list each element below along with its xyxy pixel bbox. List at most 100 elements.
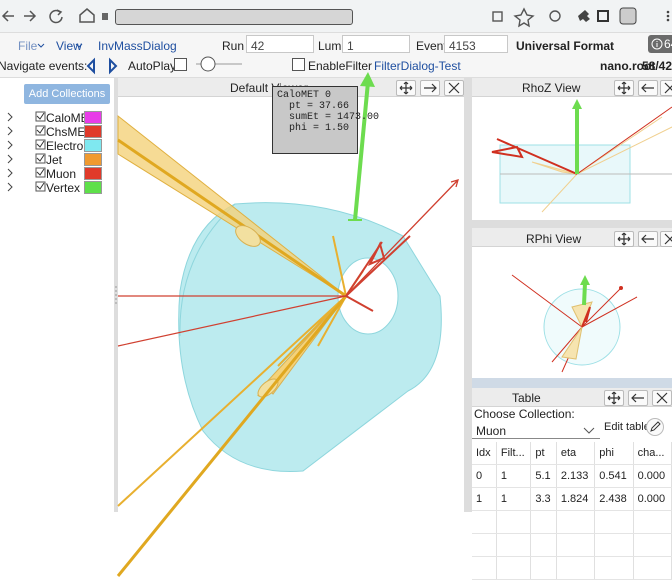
browser-icons (492, 7, 670, 28)
collection-label: CaloMET (46, 111, 97, 125)
shape (86, 57, 95, 75)
empty-cell (472, 533, 497, 557)
header-button[interactable] (660, 231, 672, 247)
add-collections-button[interactable]: Add Collections (24, 84, 110, 104)
event-label: Event (416, 39, 447, 53)
checkbox (35, 167, 46, 178)
collection-row: CaloMET (0, 110, 114, 124)
shape (360, 72, 375, 87)
collection-color[interactable] (84, 167, 102, 180)
expand-arrow (7, 126, 13, 136)
view-menu[interactable]: View (56, 39, 82, 53)
collection-color[interactable] (84, 139, 102, 152)
check (36, 168, 45, 176)
table-cell: 0.541 (594, 464, 634, 488)
collection-row: Jet (0, 152, 114, 166)
header-button[interactable] (660, 80, 672, 96)
shape (531, 116, 672, 213)
shape (200, 56, 216, 72)
splitter[interactable] (472, 220, 672, 228)
checkbox (35, 153, 46, 164)
header-button[interactable] (614, 231, 634, 247)
shape (597, 10, 609, 22)
shape (491, 138, 578, 175)
left-glyph (631, 393, 644, 403)
file-menu[interactable]: File (18, 39, 38, 53)
close-glyph (448, 82, 460, 94)
collection-value: Muon (476, 424, 507, 438)
choose-label: Choose Collection: (474, 407, 575, 421)
table-cell: 2.133 (556, 464, 596, 488)
row-icons (7, 111, 46, 122)
file-name: nano.root (600, 59, 656, 73)
event-input[interactable]: 4153 (444, 35, 508, 53)
expand-arrow (7, 154, 13, 164)
header-button[interactable] (652, 390, 672, 406)
collection-color[interactable] (84, 125, 102, 138)
3d-scene[interactable] (115, 72, 466, 577)
lumi-input[interactable]: 1 (342, 35, 410, 53)
empty-cell (594, 510, 634, 534)
table-header-row: Idx Filt... pt eta phi cha... (472, 442, 672, 465)
header-button[interactable] (396, 80, 416, 96)
shape (581, 306, 591, 328)
info-button[interactable]: 64 (648, 35, 672, 53)
move-glyph (607, 391, 621, 405)
splitter[interactable] (464, 78, 472, 512)
collection-color[interactable] (84, 111, 102, 124)
column-header: pt (530, 442, 557, 465)
collection-color[interactable] (84, 153, 102, 166)
move-glyph (617, 232, 631, 246)
empty-cell (530, 533, 557, 557)
navigate-arrows[interactable] (86, 57, 146, 75)
header-button[interactable] (604, 390, 624, 406)
shape (549, 10, 561, 22)
rhoz-scene[interactable] (472, 97, 672, 221)
shape (367, 241, 386, 266)
table-cell: 3.3 (530, 487, 557, 511)
collection-color[interactable] (84, 181, 102, 194)
check (36, 182, 45, 190)
empty-cell (496, 556, 532, 580)
filter-checkbox[interactable] (292, 58, 305, 71)
table-cell: 0.000 (633, 464, 672, 488)
table-cell: 0 (472, 464, 497, 488)
column-header: cha... (633, 442, 672, 465)
autoplay-label: AutoPlay: (128, 59, 180, 73)
header-button[interactable] (638, 80, 658, 96)
header-button[interactable] (420, 80, 440, 96)
header-button[interactable] (614, 80, 634, 96)
empty-row (472, 556, 672, 580)
autoplay-checkbox[interactable] (174, 58, 187, 71)
shape (1, 10, 14, 22)
header-button[interactable] (638, 231, 658, 247)
shape (580, 275, 590, 285)
shape (492, 7, 561, 28)
header-button[interactable] (444, 80, 464, 96)
expand-arrow (7, 140, 13, 150)
close-icon (656, 392, 668, 404)
checkbox (35, 181, 46, 192)
shape (353, 81, 370, 221)
splitter[interactable] (472, 378, 672, 388)
tooltip-line: sumEt = 1473.00 (277, 112, 380, 123)
filter-dialog[interactable]: FilterDialog-Test (374, 59, 461, 73)
address-bar[interactable] (115, 9, 353, 25)
collection-label: Jet (46, 153, 63, 167)
shape (56, 9, 63, 16)
move-glyph (617, 81, 631, 95)
dialog-menu[interactable]: InvMassDialog (98, 39, 177, 53)
left-glyph (641, 234, 654, 244)
row-icons (7, 181, 46, 192)
close-glyph (656, 392, 668, 404)
shape (651, 38, 663, 50)
collection-select[interactable]: Muon (472, 418, 600, 439)
edit-label: Edit table: (604, 421, 653, 433)
run-input[interactable]: 42 (246, 35, 314, 53)
row-icons (7, 125, 46, 136)
shape (666, 10, 670, 14)
rphi-scene[interactable] (472, 247, 672, 377)
header-button[interactable] (628, 390, 648, 406)
slider[interactable] (196, 54, 246, 74)
